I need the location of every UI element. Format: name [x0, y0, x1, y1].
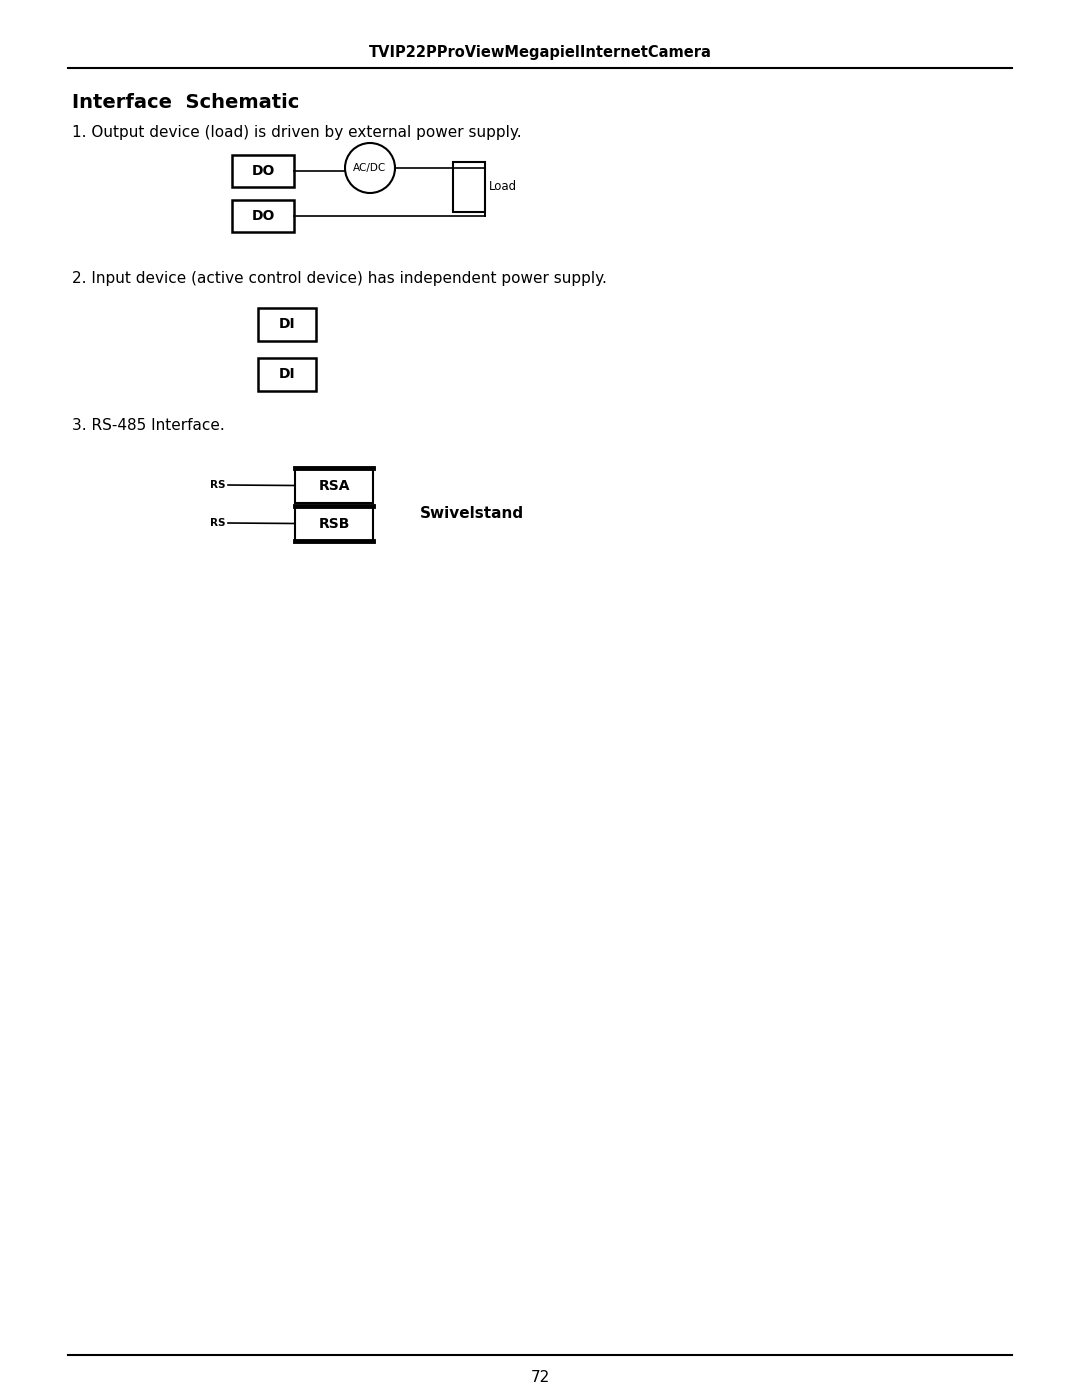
- Bar: [295, 506, 373, 541]
- Text: RS: RS: [210, 518, 226, 528]
- Bar: [232, 155, 294, 187]
- Text: AC/DC: AC/DC: [353, 163, 387, 173]
- Bar: [453, 162, 485, 212]
- Text: Swivelstand: Swivelstand: [420, 507, 524, 521]
- Text: 72: 72: [530, 1370, 550, 1386]
- Circle shape: [345, 142, 395, 193]
- Text: 2. Input device (active control device) has independent power supply.: 2. Input device (active control device) …: [72, 271, 607, 285]
- Text: DO: DO: [252, 163, 274, 177]
- Text: 1. Output device (load) is driven by external power supply.: 1. Output device (load) is driven by ext…: [72, 124, 522, 140]
- Text: RSA: RSA: [319, 479, 350, 493]
- Text: TVIP22PProViewMegapielInternetCamera: TVIP22PProViewMegapielInternetCamera: [368, 45, 712, 60]
- Text: Interface  Schematic: Interface Schematic: [72, 94, 299, 113]
- Bar: [295, 468, 373, 503]
- Text: DI: DI: [279, 317, 295, 331]
- Bar: [232, 200, 294, 232]
- Text: RS: RS: [210, 481, 226, 490]
- Bar: [258, 358, 316, 391]
- Text: Load: Load: [489, 180, 517, 194]
- Text: DI: DI: [279, 367, 295, 381]
- Bar: [258, 307, 316, 341]
- Text: DO: DO: [252, 210, 274, 224]
- Text: RSB: RSB: [319, 517, 350, 531]
- Text: 3. RS-485 Interface.: 3. RS-485 Interface.: [72, 418, 225, 433]
